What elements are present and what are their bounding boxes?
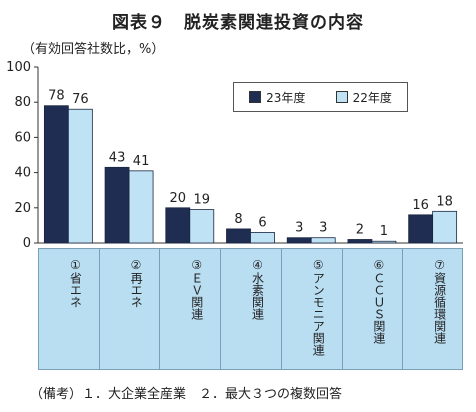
- legend-item-22: 22年度: [335, 89, 392, 106]
- category-label: ⑦資源循環関連: [432, 258, 447, 344]
- legend-label-22: 22年度: [352, 90, 392, 105]
- data-label: 1: [380, 224, 388, 239]
- data-label: 16: [412, 198, 429, 213]
- category-separator: [341, 248, 343, 370]
- legend-label-23: 23年度: [266, 90, 306, 105]
- bar-23: [408, 214, 434, 244]
- data-label: 8: [234, 212, 242, 227]
- data-label: 78: [48, 89, 65, 104]
- legend-swatch-23: [249, 91, 262, 103]
- category-separator: [159, 248, 161, 370]
- bar-23: [226, 228, 251, 244]
- bar-23: [286, 237, 312, 244]
- chart-title: 図表９ 脱炭素関連投資の内容: [112, 13, 364, 33]
- y-tick-label: 20: [14, 201, 31, 216]
- bar-22: [189, 209, 215, 244]
- y-tick-label: 0: [23, 236, 31, 251]
- bar-22: [128, 170, 154, 244]
- footnote: （備考）１．大企業全産業 ２．最大３つの複数回答: [30, 387, 343, 402]
- data-label: 43: [109, 150, 126, 165]
- data-label: 76: [72, 92, 89, 107]
- bar-22: [310, 237, 336, 244]
- category-separator: [220, 248, 222, 370]
- category-band: [38, 248, 463, 370]
- data-label: 19: [194, 193, 211, 208]
- y-tick-label: 40: [14, 166, 31, 181]
- category-label: ①省エネ: [68, 258, 83, 308]
- data-label: 3: [319, 221, 327, 236]
- bar-23: [165, 207, 191, 244]
- bar-23: [43, 105, 69, 244]
- y-tick-label: 80: [14, 95, 31, 110]
- bar-22: [432, 210, 458, 244]
- data-label: 20: [170, 191, 187, 206]
- category-separator: [280, 248, 282, 370]
- bar-23: [347, 239, 373, 244]
- legend-item-23: 23年度: [249, 89, 305, 106]
- y-tick-label: 100: [6, 60, 31, 75]
- bar-22: [371, 240, 397, 244]
- data-label: 6: [258, 215, 266, 230]
- category-separator: [402, 248, 404, 370]
- category-label: ③ＥＶ関連: [189, 258, 204, 320]
- category-separator: [98, 248, 100, 370]
- data-label: 2: [356, 222, 364, 237]
- legend-swatch-22: [335, 91, 348, 103]
- data-label: 3: [295, 221, 303, 236]
- category-label: ⑤アンモニア関連: [311, 258, 326, 356]
- legend: 23年度 22年度: [233, 82, 408, 112]
- y-tick-label: 60: [14, 130, 31, 145]
- y-axis-unit-label: （有効回答社数比，%）: [22, 42, 165, 57]
- bar-22: [67, 108, 93, 244]
- data-label: 41: [133, 154, 150, 169]
- bar-23: [104, 166, 130, 244]
- category-label: ②再エネ: [129, 258, 144, 308]
- category-label: ④水素関連: [250, 258, 265, 320]
- category-label: ⑥ＣＣＵＳ関連: [371, 258, 386, 344]
- bar-22: [250, 232, 275, 244]
- data-label: 18: [436, 194, 453, 209]
